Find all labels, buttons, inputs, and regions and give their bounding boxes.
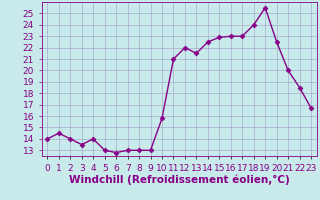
X-axis label: Windchill (Refroidissement éolien,°C): Windchill (Refroidissement éolien,°C) xyxy=(69,174,290,185)
